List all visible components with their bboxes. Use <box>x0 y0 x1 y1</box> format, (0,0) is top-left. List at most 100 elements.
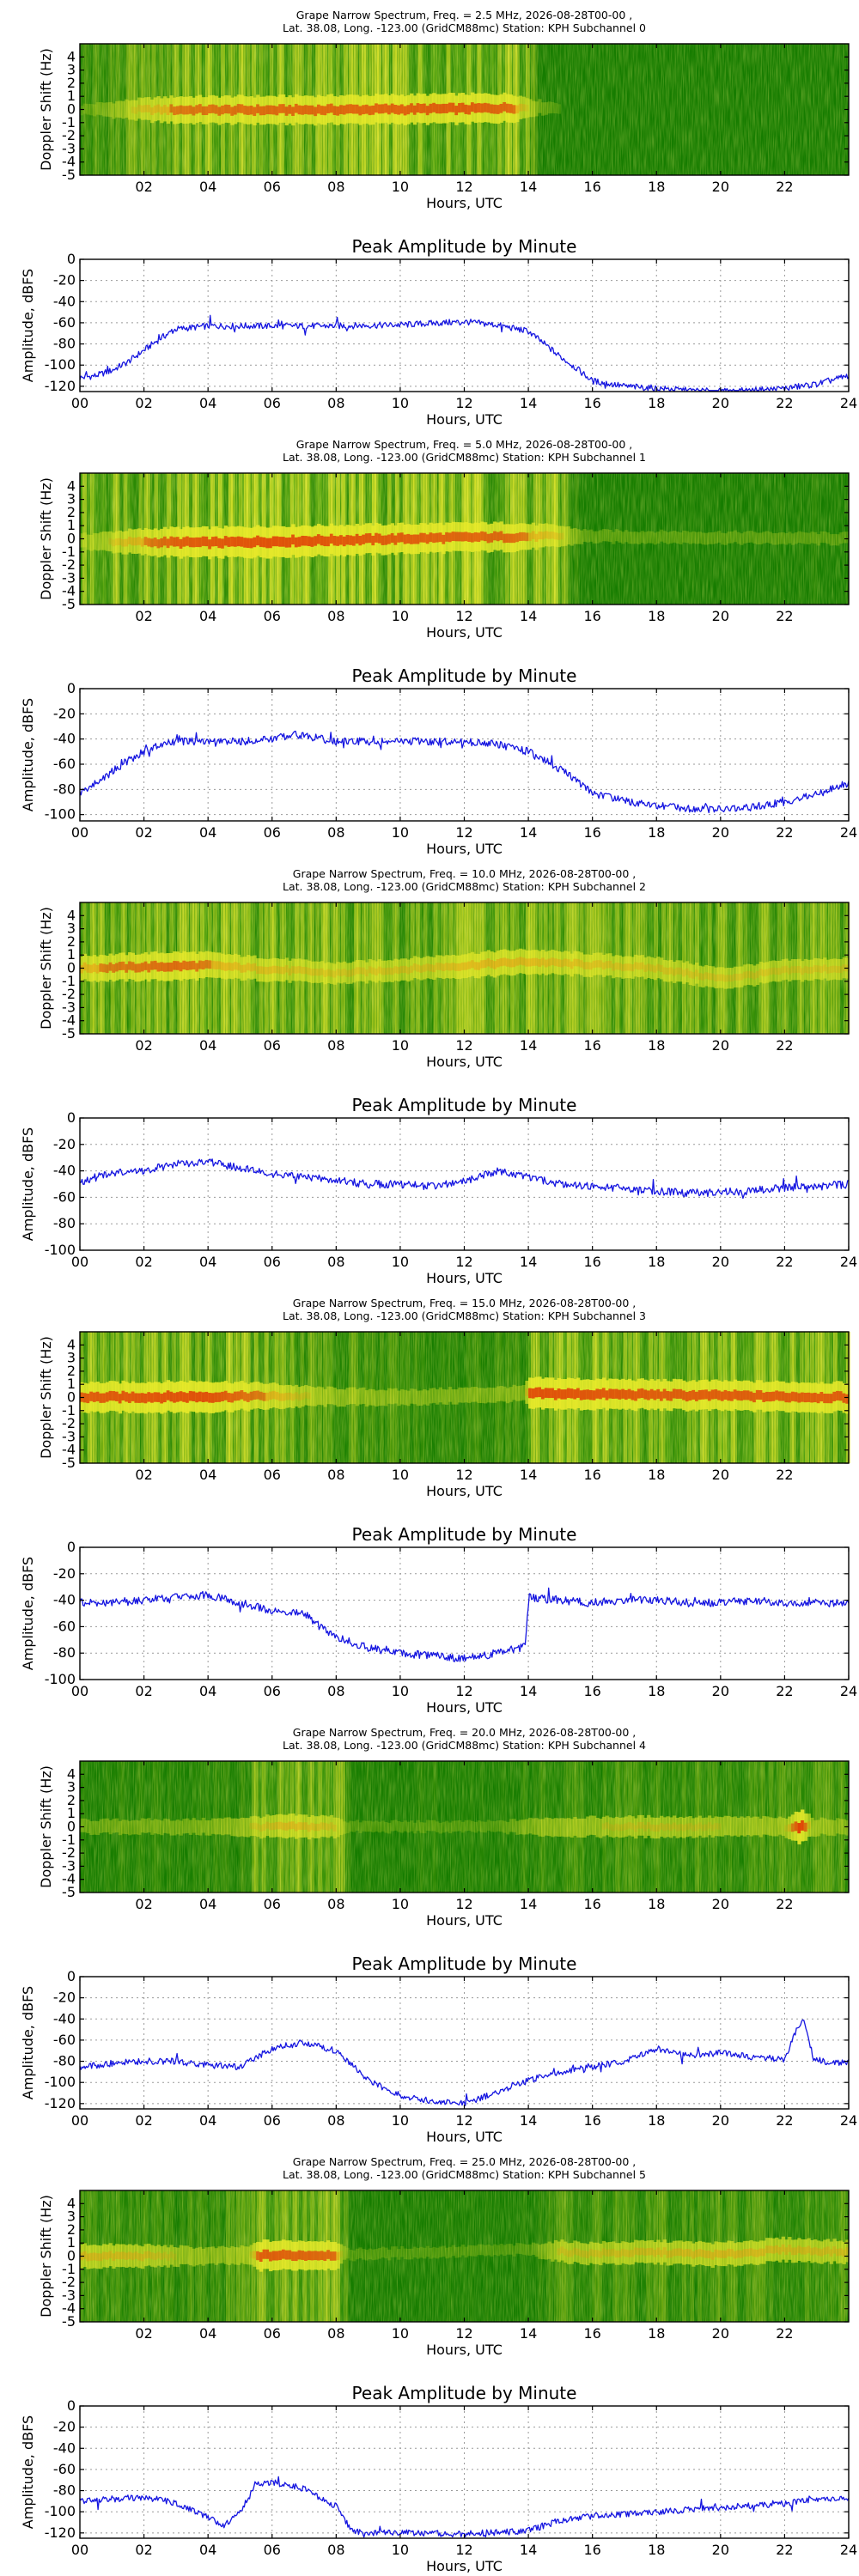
doppler-halo <box>573 527 577 544</box>
doppler-core <box>682 969 686 977</box>
doppler-core <box>534 533 539 542</box>
doppler-core <box>230 1393 235 1403</box>
doppler-halo <box>784 533 789 545</box>
doppler-core <box>134 963 138 973</box>
doppler-halo <box>576 529 581 544</box>
doppler-halo <box>121 1820 125 1834</box>
x-tick-label: 08 <box>327 395 344 411</box>
doppler-halo <box>332 1817 337 1839</box>
doppler-halo <box>813 2239 818 2263</box>
y-tick-label: -2 <box>62 1415 76 1431</box>
doppler-core <box>86 2253 90 2262</box>
y-tick-label: 0 <box>67 960 76 976</box>
doppler-core <box>269 1391 273 1400</box>
doppler-halo <box>410 1820 414 1832</box>
doppler-core <box>230 536 235 547</box>
doppler-halo <box>473 953 478 979</box>
y-tick-label: -2 <box>62 1844 76 1861</box>
doppler-halo <box>570 528 574 546</box>
doppler-halo <box>538 523 542 548</box>
x-tick-label: 00 <box>71 1683 88 1699</box>
doppler-halo <box>601 2240 606 2263</box>
doppler-halo <box>698 2240 703 2265</box>
doppler-halo <box>92 1820 97 1835</box>
doppler-halo <box>236 1818 241 1838</box>
x-tick-label: 02 <box>135 824 152 841</box>
doppler-core <box>243 538 247 548</box>
doppler-core <box>788 1393 792 1403</box>
doppler-halo <box>707 532 712 544</box>
doppler-core <box>691 971 696 979</box>
doppler-halo <box>544 523 549 547</box>
y-tick-label: -100 <box>45 2503 76 2519</box>
doppler-halo <box>788 2237 792 2260</box>
doppler-core <box>588 1389 594 1400</box>
doppler-core <box>169 963 174 972</box>
doppler-halo <box>262 958 266 982</box>
doppler-halo <box>345 1388 350 1405</box>
doppler-core <box>375 103 379 113</box>
doppler-halo <box>710 532 715 544</box>
y-tick-label: 2 <box>67 933 76 950</box>
doppler-core <box>82 1393 88 1403</box>
doppler-halo <box>454 2247 459 2258</box>
doppler-core <box>710 2251 715 2260</box>
doppler-halo <box>82 1818 88 1832</box>
doppler-halo <box>307 1386 312 1406</box>
y-tick-label: -5 <box>62 2313 76 2330</box>
doppler-halo <box>518 2243 523 2254</box>
doppler-halo <box>538 99 542 113</box>
doppler-core <box>304 1822 308 1830</box>
doppler-halo <box>442 1388 446 1405</box>
doppler-halo <box>368 958 372 981</box>
doppler-halo <box>86 1819 90 1833</box>
doppler-core <box>588 962 594 970</box>
doppler-halo <box>147 1818 151 1833</box>
doppler-core <box>592 1390 596 1400</box>
x-tick-label: 12 <box>455 1037 472 1054</box>
doppler-core <box>112 2253 116 2261</box>
doppler-core <box>265 967 270 975</box>
doppler-halo <box>842 1819 846 1835</box>
doppler-core <box>788 967 792 975</box>
doppler-halo <box>288 1384 292 1408</box>
doppler-halo <box>416 1820 420 1832</box>
doppler-core <box>278 2251 283 2261</box>
doppler-core <box>643 2248 648 2257</box>
doppler-halo <box>592 1815 596 1836</box>
doppler-halo <box>496 2245 501 2257</box>
doppler-halo <box>723 968 728 989</box>
doppler-halo <box>534 101 539 117</box>
doppler-halo <box>777 532 783 544</box>
doppler-halo <box>493 2244 497 2256</box>
doppler-halo <box>467 2245 472 2257</box>
doppler-halo <box>125 531 129 555</box>
doppler-halo <box>323 963 327 985</box>
doppler-halo <box>364 1820 369 1832</box>
doppler-core <box>432 102 436 112</box>
doppler-halo <box>393 2246 398 2257</box>
doppler-halo <box>845 1820 850 1836</box>
y-tick-label: -5 <box>62 596 76 612</box>
doppler-halo <box>314 1816 318 1838</box>
doppler-core <box>784 2247 789 2255</box>
doppler-core <box>429 963 433 972</box>
doppler-core <box>169 536 174 546</box>
doppler-core <box>790 1823 795 1832</box>
doppler-core <box>92 1392 97 1402</box>
doppler-halo <box>355 1820 360 1831</box>
doppler-core <box>105 1392 110 1402</box>
x-tick-label: 04 <box>199 1467 216 1483</box>
doppler-core <box>579 2250 584 2257</box>
x-tick-label: 04 <box>199 395 216 411</box>
doppler-core <box>92 963 97 972</box>
x-tick-label: 08 <box>327 2325 344 2342</box>
doppler-core <box>198 960 203 969</box>
doppler-core <box>281 1822 286 1831</box>
doppler-core <box>127 1393 132 1403</box>
doppler-core <box>720 974 725 981</box>
x-tick-label: 16 <box>583 2542 600 2558</box>
doppler-core <box>717 974 722 981</box>
doppler-core <box>438 104 442 114</box>
y-tick-label: -100 <box>45 2074 76 2090</box>
